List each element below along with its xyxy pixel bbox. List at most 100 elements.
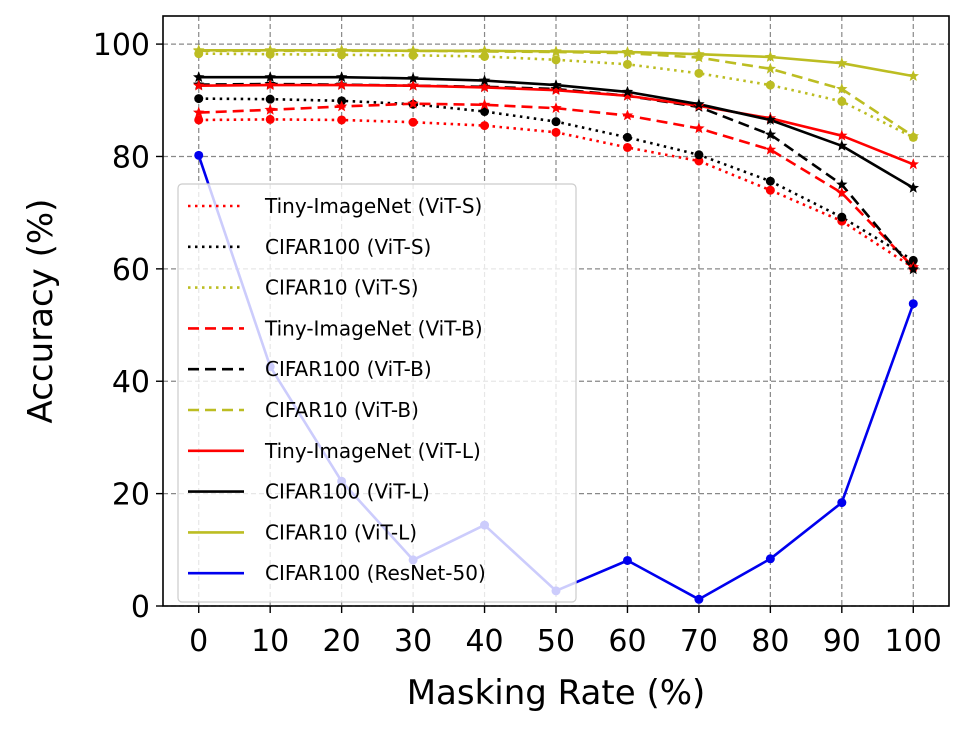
x-axis-ticks: 0 10 20 30 40 50 60 70 80 90 100 (189, 606, 942, 659)
data-point (837, 96, 847, 106)
x-tick-label: 80 (751, 624, 789, 659)
legend: Tiny-ImageNet (ViT-S) CIFAR100 (ViT-S) CIF… (177, 183, 577, 603)
data-point (478, 44, 491, 56)
data-point (264, 44, 276, 56)
x-tick-label: 0 (189, 624, 208, 659)
data-point (693, 122, 705, 134)
data-point (264, 103, 276, 115)
data-point (193, 106, 205, 118)
data-point (265, 94, 275, 104)
data-point (335, 100, 348, 112)
data-point (407, 79, 419, 91)
data-point (765, 554, 775, 564)
data-point (194, 150, 204, 160)
legend-label: Tiny-ImageNet (ViT-S) (264, 194, 482, 218)
data-point (335, 71, 348, 83)
legend-entry-cifar100-vit-b: CIFAR100 (ViT-B) (188, 357, 432, 381)
data-point (693, 51, 705, 63)
data-point (764, 143, 777, 155)
legend-label: CIFAR100 (ViT-B) (265, 357, 432, 381)
data-point (193, 44, 205, 56)
x-tick-label: 100 (885, 624, 942, 659)
data-point (478, 81, 491, 93)
legend-entry-cifar10-vit-l: CIFAR10 (ViT-L) (188, 520, 417, 544)
x-tick-label: 40 (465, 624, 503, 659)
data-point (480, 107, 490, 117)
legend-label: CIFAR100 (ViT-S) (265, 235, 431, 259)
x-tick-label: 20 (323, 624, 361, 659)
legend-entry-tiny-imagenet-vit-l: Tiny-ImageNet (ViT-L) (188, 439, 481, 463)
x-tick-label: 50 (537, 624, 575, 659)
data-point (836, 178, 848, 190)
legend-label: CIFAR10 (ViT-S) (265, 276, 419, 300)
legend-entry-cifar100-resnet-50: CIFAR100 (ResNet-50) (188, 561, 486, 585)
data-point (337, 115, 347, 125)
y-tick-label: 0 (131, 590, 150, 625)
data-point (765, 185, 775, 195)
data-point (764, 62, 777, 74)
data-point (264, 79, 276, 90)
data-point (407, 44, 419, 56)
data-point (407, 72, 419, 84)
legend-entry-cifar10-vit-s: CIFAR10 (ViT-S) (188, 276, 419, 300)
legend-entry-cifar100-vit-s: CIFAR100 (ViT-S) (188, 235, 431, 259)
y-tick-label: 60 (112, 253, 150, 288)
data-point (764, 51, 777, 62)
data-point (264, 71, 276, 83)
y-tick-label: 100 (93, 28, 150, 63)
data-point (551, 127, 561, 137)
data-point (622, 555, 632, 565)
data-point (478, 74, 491, 86)
data-point (907, 158, 919, 170)
data-point (694, 150, 704, 160)
x-axis-title: Masking Rate (%) (407, 673, 706, 713)
data-point (693, 48, 705, 60)
y-tick-label: 40 (112, 365, 150, 400)
data-point (621, 89, 634, 101)
data-point (836, 139, 848, 151)
x-tick-label: 70 (680, 624, 718, 659)
data-point (408, 117, 418, 127)
data-point (193, 79, 205, 91)
data-point (622, 142, 632, 152)
y-tick-label: 20 (112, 478, 150, 513)
data-point (550, 102, 562, 113)
data-point (622, 132, 632, 142)
data-point (550, 84, 562, 95)
data-point (907, 181, 919, 193)
data-point (480, 121, 490, 131)
legend-box (177, 183, 577, 603)
data-point (836, 187, 848, 198)
legend-label: CIFAR100 (ViT-L) (265, 480, 430, 504)
data-point (693, 98, 705, 110)
y-axis-title: Accuracy (%) (21, 199, 61, 424)
data-point (837, 212, 847, 222)
x-tick-label: 10 (251, 624, 289, 659)
x-tick-label: 30 (394, 624, 432, 659)
data-point (194, 94, 204, 104)
data-point (764, 128, 777, 140)
data-point (335, 79, 348, 90)
data-point (837, 498, 847, 508)
data-point (694, 156, 704, 166)
data-point (765, 176, 775, 186)
data-point (907, 70, 919, 81)
data-point (765, 80, 775, 90)
data-point (836, 83, 848, 94)
legend-label: Tiny-ImageNet (ViT-B) (264, 316, 483, 340)
data-point (622, 59, 632, 69)
data-point (621, 109, 634, 121)
data-point (621, 85, 634, 97)
data-point (907, 263, 919, 275)
y-axis-ticks: 0 20 40 60 80 100 (93, 28, 163, 625)
data-point (551, 117, 561, 127)
data-point (908, 299, 918, 309)
data-point (836, 57, 848, 69)
y-tick-label: 80 (112, 140, 150, 175)
legend-label: CIFAR10 (ViT-B) (265, 398, 419, 422)
legend-label: Tiny-ImageNet (ViT-L) (264, 439, 481, 463)
data-point (694, 68, 704, 78)
data-point (907, 130, 919, 142)
series-markers (193, 44, 919, 604)
